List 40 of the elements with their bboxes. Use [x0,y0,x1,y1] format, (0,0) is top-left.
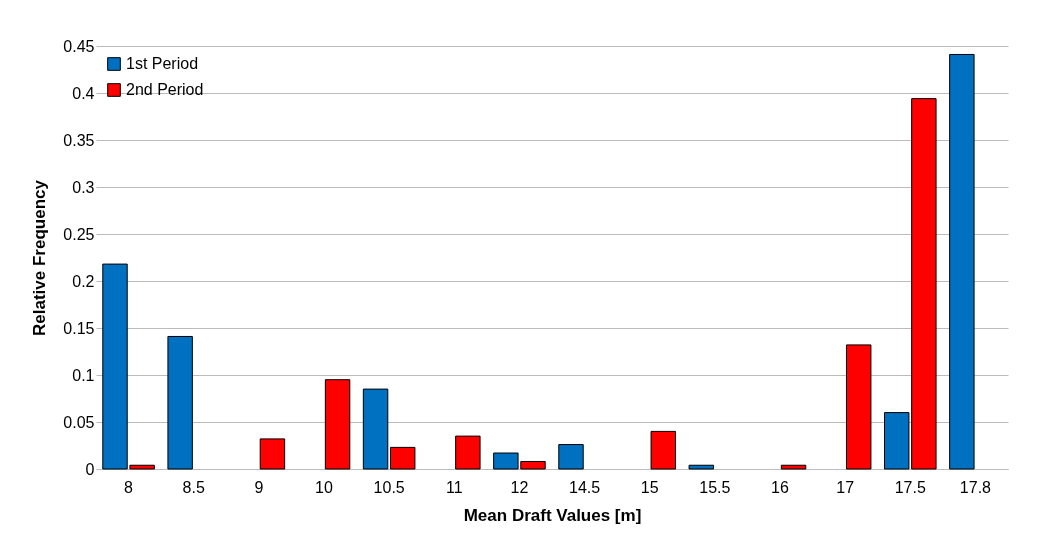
y-axis-title: Relative Frequency [30,179,50,336]
x-axis-title: Mean Draft Values [m] [463,505,642,525]
x-tick-label: 15 [640,478,659,496]
bar [558,444,584,470]
y-tick-label: 0.2 [72,272,95,290]
bar [949,53,975,470]
x-tick-label: 17.8 [959,478,992,496]
y-tick-label: 0.45 [63,37,95,55]
bar [259,438,286,470]
x-tick-label: 9 [254,478,264,496]
bar [688,464,714,470]
x-tick-label: 17 [836,478,855,496]
y-tick-label: 0 [85,460,95,478]
y-tick-label: 0.15 [63,319,95,337]
bar [650,430,676,470]
x-tick-label: 8 [124,478,134,496]
y-tick-label: 0.3 [72,178,95,196]
x-tick-label: 12 [510,478,529,496]
x-tick-label: 16 [771,478,789,496]
bar [846,344,872,470]
bar [390,446,416,470]
bar [455,435,481,470]
y-tick-label: 0.1 [72,366,95,384]
legend-label: 1st Period [126,55,199,72]
x-tick-label: 10 [315,478,333,496]
y-tick-label: 0.25 [63,225,95,243]
x-tick-label: 10.5 [373,478,405,496]
bar [780,464,807,470]
x-tick-label: 14.5 [569,478,601,496]
x-tick-label: 15.5 [699,478,731,496]
x-tick-label: 17.5 [894,478,926,496]
bar [362,388,389,470]
bar [167,335,193,470]
y-tick-label: 0.35 [63,131,95,149]
x-tick-label: 8.5 [182,478,205,496]
legend-label: 2nd Period [126,81,204,98]
bar [324,379,351,470]
y-tick-label: 0.4 [72,84,95,102]
y-tick-label: 0.05 [63,413,95,431]
x-tick-label: 11 [445,478,463,496]
